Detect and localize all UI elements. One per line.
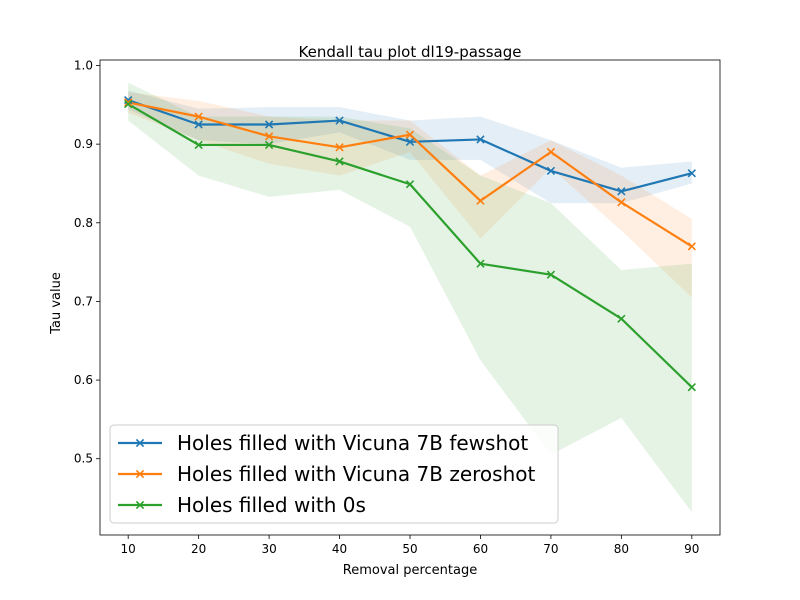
data-point-marker <box>687 382 696 392</box>
legend-label-series-2: Holes filled with Vicuna 7B zeroshot <box>177 462 535 486</box>
data-point-marker <box>546 166 556 176</box>
legend-marker-series-3 <box>135 500 145 510</box>
legend-marker-series-1 <box>135 438 145 448</box>
data-point-marker <box>124 99 133 109</box>
x-tick-label: 90 <box>684 542 699 556</box>
data-point-marker <box>194 112 203 121</box>
series-markers <box>124 95 696 392</box>
data-point-marker <box>687 169 696 178</box>
x-tick-label: 60 <box>473 542 488 556</box>
data-point-marker <box>405 180 415 189</box>
x-tick-label: 10 <box>121 542 136 556</box>
data-point-marker <box>194 140 203 150</box>
x-tick-label: 30 <box>261 542 276 556</box>
legend: Holes filled with Vicuna 7B fewshot Holes… <box>109 424 559 524</box>
y-axis-ticks: 0.5 0.6 0.7 0.8 0.9 1.0 <box>74 59 100 466</box>
y-tick-label: 0.6 <box>74 373 93 387</box>
legend-box <box>109 424 559 524</box>
y-tick-label: 0.8 <box>74 216 93 230</box>
data-point-marker <box>335 157 344 166</box>
data-point-marker <box>687 242 696 251</box>
chart-title: Kendall tau plot dl19-passage <box>299 43 522 61</box>
data-point-marker <box>264 140 274 150</box>
y-tick-label: 0.5 <box>74 452 93 466</box>
x-tick-label: 20 <box>191 542 206 556</box>
data-point-marker <box>194 120 203 129</box>
data-point-marker <box>476 259 485 268</box>
data-point-marker <box>617 187 626 196</box>
y-tick-label: 1.0 <box>74 59 93 73</box>
data-point-marker <box>405 137 415 146</box>
x-tick-label: 70 <box>543 542 558 556</box>
data-point-marker <box>405 130 415 139</box>
confidence-band-series-2 <box>128 92 692 298</box>
confidence-band-series-1 <box>128 90 692 204</box>
data-point-marker <box>476 196 485 205</box>
data-point-marker <box>546 147 556 157</box>
y-tick-label: 0.7 <box>74 294 93 308</box>
y-tick-label: 0.9 <box>74 137 93 151</box>
data-point-marker <box>335 143 344 152</box>
x-axis-label: Removal percentage <box>343 563 477 578</box>
legend-marker-series-2 <box>135 469 145 479</box>
legend-label-series-1: Holes filled with Vicuna 7B fewshot <box>177 431 528 455</box>
data-point-marker <box>264 120 274 129</box>
x-tick-label: 50 <box>402 542 417 556</box>
data-point-marker <box>264 132 274 141</box>
confidence-band-series-3 <box>128 82 692 513</box>
y-axis-label: Tau value <box>49 272 64 335</box>
data-point-marker <box>476 135 485 144</box>
data-point-marker <box>124 98 133 107</box>
x-tick-label: 40 <box>332 542 347 556</box>
confidence-bands <box>128 82 692 513</box>
x-axis-ticks: 10 20 30 40 50 60 70 80 90 <box>121 535 699 556</box>
data-point-marker <box>617 314 626 323</box>
data-point-marker <box>335 116 344 125</box>
data-point-marker <box>546 270 556 279</box>
x-tick-label: 80 <box>614 542 629 556</box>
legend-label-series-3: Holes filled with 0s <box>177 493 366 517</box>
data-point-marker <box>617 198 626 207</box>
